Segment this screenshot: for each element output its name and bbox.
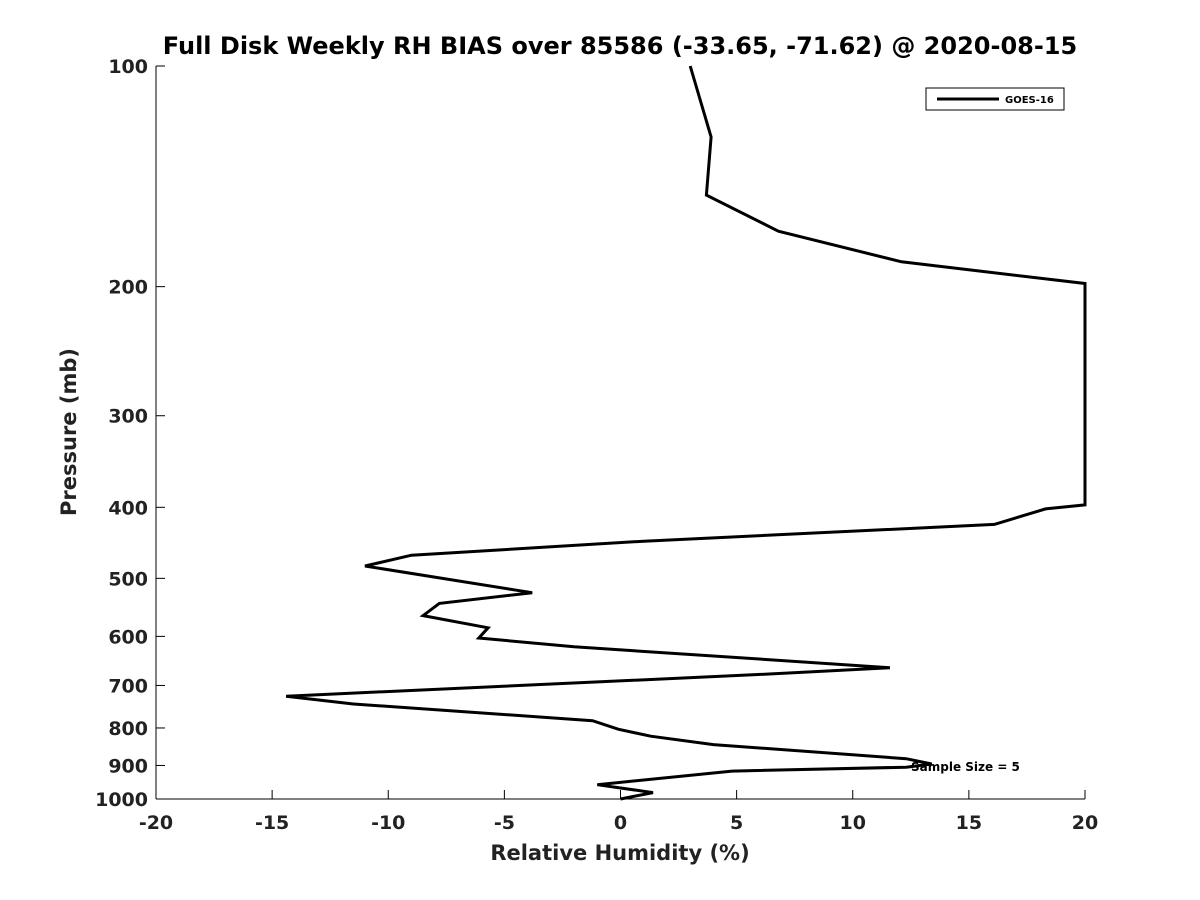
x-tick-label: 15 [956, 812, 982, 834]
x-tick-label: -5 [494, 812, 515, 834]
y-tick-label: 400 [108, 497, 148, 519]
legend: GOES-16 [925, 87, 1065, 111]
x-tick-label: 10 [840, 812, 866, 834]
x-tick-label: -10 [371, 812, 405, 834]
y-tick-label: 100 [108, 56, 148, 78]
y-tick-label: 800 [108, 718, 148, 740]
x-tick-label: -20 [139, 812, 173, 834]
y-tick-label: 600 [108, 626, 148, 648]
y-tick-label: 700 [108, 675, 148, 697]
y-tick-label: 500 [108, 568, 148, 590]
x-tick-label: 20 [1072, 812, 1098, 834]
legend-label-goes-16: GOES-16 [1005, 95, 1054, 106]
sample-size-annotation: Sample Size = 5 [911, 760, 1020, 774]
plot-axes [155, 66, 1085, 800]
series-line-goes-16 [285, 65, 1087, 801]
series-layer [285, 65, 1087, 801]
y-tick-label: 900 [108, 755, 148, 777]
x-tick-label: -15 [255, 812, 289, 834]
x-axis-label: Relative Humidity (%) [490, 841, 749, 865]
x-axis-ticks: -20 -15 -10 -5 0 5 10 15 20 [139, 790, 1098, 834]
chart-title: Full Disk Weekly RH BIAS over 85586 (-33… [163, 32, 1077, 60]
y-tick-label: 300 [108, 406, 148, 428]
y-axis-label: Pressure (mb) [57, 348, 81, 516]
y-tick-label: 1000 [95, 789, 148, 811]
x-tick-label: 5 [730, 812, 743, 834]
y-tick-label: 200 [108, 277, 148, 299]
y-axis-ticks: 100 200 300 400 500 600 700 800 900 1000 [95, 56, 165, 811]
x-tick-label: 0 [614, 812, 627, 834]
